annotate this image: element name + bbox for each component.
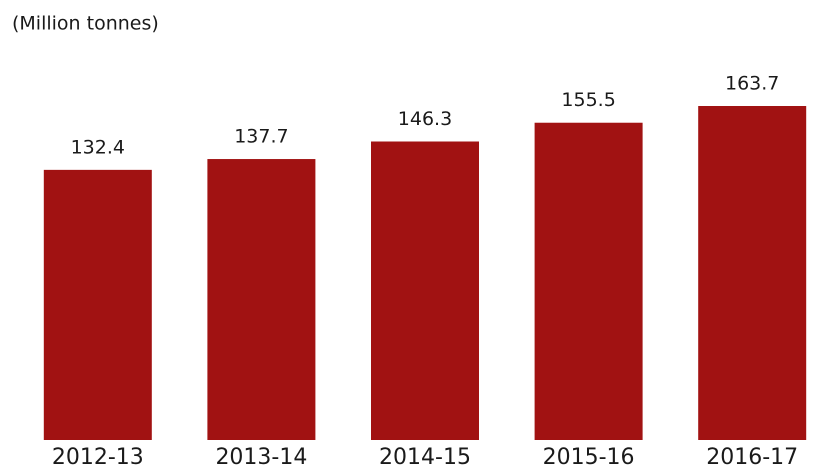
- bar: [43, 169, 152, 440]
- chart-subtitle: (Million tonnes): [12, 13, 159, 35]
- value-label: 163.7: [725, 73, 779, 95]
- bar: [207, 159, 316, 440]
- bar: [371, 141, 479, 440]
- x-tick-label: 2013-14: [215, 445, 307, 465]
- bar: [698, 106, 807, 440]
- x-tick-label: 2012-13: [52, 445, 144, 465]
- value-label: 155.5: [561, 89, 615, 111]
- value-label: 137.7: [234, 126, 288, 148]
- x-tick-label: 2015-16: [543, 445, 635, 465]
- value-label: 132.4: [71, 136, 125, 158]
- bar: [534, 122, 643, 441]
- x-tick-label: 2014-15: [379, 445, 471, 465]
- x-tick-label: 2016-17: [706, 445, 798, 465]
- value-label: 146.3: [398, 108, 452, 130]
